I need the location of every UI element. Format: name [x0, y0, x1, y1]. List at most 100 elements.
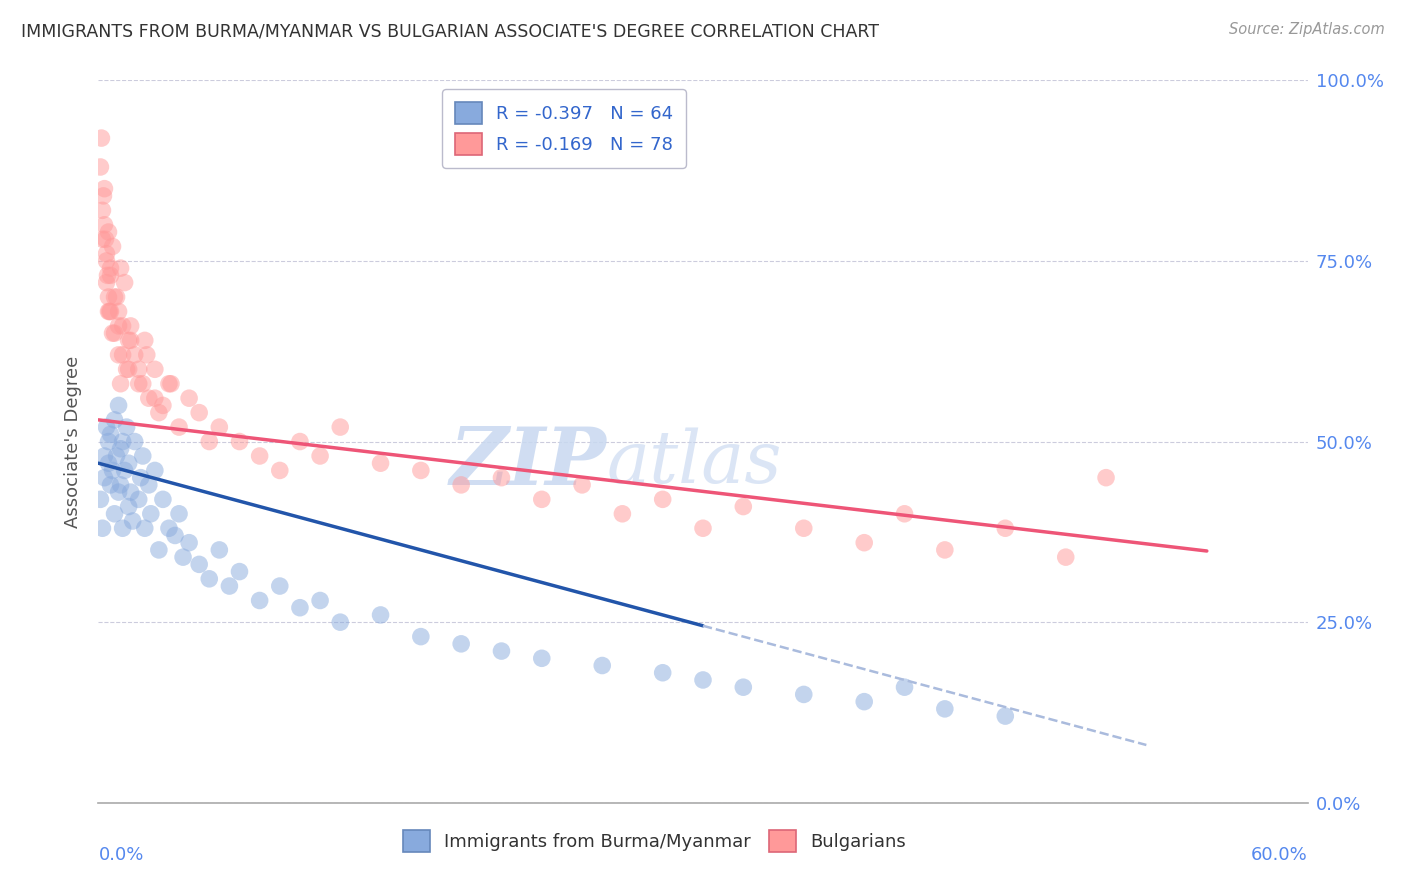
Point [114, 463, 136, 477]
Point [89, 492, 111, 507]
Point [167, 507, 190, 521]
Point [138, 391, 160, 405]
Point [118, 500, 141, 514]
Point [100, 478, 122, 492]
Point [101, 326, 124, 341]
Point [96, 268, 118, 283]
Point [115, 362, 138, 376]
Point [530, 492, 553, 507]
Point [114, 276, 136, 290]
Point [198, 572, 221, 586]
Point [107, 304, 129, 318]
Point [160, 376, 183, 391]
Point [571, 478, 593, 492]
Point [97, 304, 120, 318]
Point [1054, 550, 1077, 565]
Point [93, 189, 115, 203]
Point [793, 687, 815, 701]
Point [994, 521, 1017, 535]
Point [120, 334, 142, 348]
Point [107, 318, 129, 333]
Point [934, 702, 956, 716]
Point [96, 276, 118, 290]
Point [249, 593, 271, 607]
Point [228, 434, 250, 449]
Point [288, 600, 311, 615]
Point [103, 413, 125, 427]
Point [733, 680, 755, 694]
Text: atlas: atlas [606, 428, 782, 499]
Point [110, 261, 132, 276]
Point [172, 550, 194, 565]
Point [139, 507, 162, 521]
Point [103, 290, 125, 304]
Point [152, 398, 174, 412]
Point [329, 420, 352, 434]
Point [91, 203, 114, 218]
Point [134, 334, 156, 348]
Point [179, 535, 201, 549]
Point [409, 630, 432, 644]
Point [269, 463, 291, 477]
Point [101, 239, 124, 253]
Point [111, 521, 134, 535]
Point [93, 449, 115, 463]
Point [612, 507, 634, 521]
Point [893, 680, 915, 694]
Point [692, 521, 714, 535]
Point [152, 492, 174, 507]
Point [107, 485, 129, 500]
Point [100, 304, 122, 318]
Point [111, 348, 134, 362]
Text: IMMIGRANTS FROM BURMA/MYANMAR VS BULGARIAN ASSOCIATE'S DEGREE CORRELATION CHART: IMMIGRANTS FROM BURMA/MYANMAR VS BULGARI… [21, 22, 879, 40]
Point [89, 160, 111, 174]
Point [188, 406, 211, 420]
Point [98, 304, 121, 318]
Point [118, 456, 141, 470]
Y-axis label: Associate's Degree: Associate's Degree [63, 355, 82, 528]
Point [329, 615, 352, 630]
Point [111, 318, 134, 333]
Text: Source: ZipAtlas.com: Source: ZipAtlas.com [1229, 22, 1385, 37]
Point [370, 607, 392, 622]
Point [96, 420, 118, 434]
Point [100, 261, 122, 276]
Point [450, 478, 472, 492]
Point [1095, 471, 1118, 485]
Point [148, 542, 170, 557]
Point [208, 420, 231, 434]
Point [143, 463, 166, 477]
Point [128, 492, 150, 507]
Point [309, 593, 332, 607]
Point [132, 449, 155, 463]
Point [692, 673, 714, 687]
Point [93, 471, 115, 485]
Point [94, 232, 117, 246]
Point [994, 709, 1017, 723]
Point [97, 225, 120, 239]
Point [853, 535, 876, 549]
Legend: Immigrants from Burma/Myanmar, Bulgarians: Immigrants from Burma/Myanmar, Bulgarian… [395, 822, 914, 859]
Point [132, 376, 155, 391]
Point [97, 434, 120, 449]
Point [118, 362, 141, 376]
Point [110, 376, 132, 391]
Point [148, 406, 170, 420]
Point [96, 246, 118, 260]
Point [208, 542, 231, 557]
Point [491, 471, 513, 485]
Point [118, 334, 141, 348]
Point [269, 579, 291, 593]
Point [91, 521, 114, 535]
Point [96, 253, 118, 268]
Point [143, 362, 166, 376]
Point [107, 398, 129, 412]
Text: ZIP: ZIP [450, 425, 606, 502]
Point [288, 434, 311, 449]
Point [105, 290, 128, 304]
Point [128, 376, 150, 391]
Point [110, 478, 132, 492]
Point [101, 463, 124, 477]
Point [409, 463, 432, 477]
Point [115, 420, 138, 434]
